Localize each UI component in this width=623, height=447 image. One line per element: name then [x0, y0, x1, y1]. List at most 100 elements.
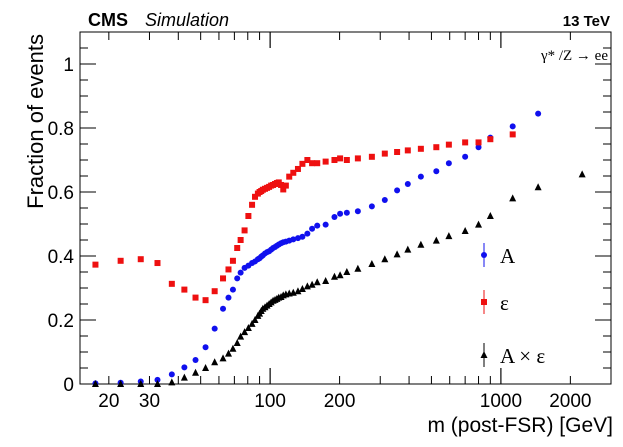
data-point	[432, 236, 440, 244]
data-point	[535, 110, 542, 117]
data-point	[202, 297, 209, 304]
x-tick-label: 2000	[549, 391, 591, 412]
data-point	[487, 136, 494, 143]
data-point	[461, 227, 469, 235]
data-point	[304, 157, 311, 163]
process-label: γ* /Z → ee	[540, 48, 608, 64]
y-tick-label: 0.6	[48, 183, 74, 204]
data-point	[244, 324, 252, 331]
data-point	[417, 145, 424, 152]
data-point	[343, 268, 351, 275]
legend-label: A × ε	[500, 344, 545, 368]
data-point	[168, 371, 175, 378]
data-point	[229, 286, 236, 293]
y-tick-label: 0.2	[48, 311, 74, 332]
data-point	[220, 275, 227, 282]
data-point	[475, 220, 483, 228]
data-point	[245, 213, 252, 219]
data-point	[433, 144, 440, 151]
data-point	[309, 225, 316, 232]
data-point	[309, 160, 316, 167]
data-point	[192, 294, 199, 301]
x-axis-label: m (post-FSR) [GeV]	[427, 414, 613, 437]
data-point	[153, 380, 161, 387]
data-point	[331, 157, 338, 163]
data-point	[578, 170, 586, 178]
data-point	[322, 276, 330, 284]
data-point	[290, 169, 297, 176]
data-point	[220, 305, 227, 312]
data-point	[322, 158, 329, 165]
data-point	[278, 181, 285, 188]
data-point	[192, 368, 200, 376]
data-point	[354, 155, 361, 162]
data-point	[299, 160, 306, 167]
data-point	[445, 160, 452, 167]
data-point	[219, 354, 227, 362]
status-label: Simulation	[145, 10, 229, 30]
data-point	[137, 256, 144, 263]
data-point	[117, 380, 125, 387]
data-point	[229, 257, 236, 264]
data-point	[322, 221, 329, 228]
data-point	[404, 181, 411, 187]
y-tick-label: 0.8	[48, 119, 74, 140]
data-point	[241, 227, 248, 234]
data-point	[394, 187, 401, 194]
data-point	[202, 344, 209, 351]
data-point	[299, 233, 306, 240]
data-point	[354, 208, 361, 215]
data-point	[168, 280, 175, 287]
data-point	[343, 157, 350, 163]
data-point	[308, 280, 316, 288]
data-point	[417, 240, 425, 248]
data-point	[417, 173, 424, 180]
data-point	[229, 344, 237, 352]
y-tick-label: 1	[63, 55, 74, 76]
data-point	[294, 287, 302, 295]
data-point	[224, 349, 232, 357]
x-tick-label: 30	[139, 391, 160, 412]
data-point	[202, 364, 210, 371]
data-point	[475, 144, 482, 151]
data-point	[298, 284, 306, 292]
data-point	[404, 245, 412, 253]
data-point	[337, 155, 344, 162]
data-point	[154, 376, 161, 383]
data-point	[381, 197, 388, 203]
data-point	[368, 203, 375, 210]
data-point	[181, 364, 188, 371]
data-point	[381, 150, 388, 157]
data-point	[290, 236, 297, 243]
data-point	[237, 332, 245, 340]
legend-marker	[480, 351, 488, 358]
data-point	[294, 165, 301, 172]
data-point	[168, 378, 176, 386]
data-point	[393, 250, 401, 258]
data-point	[137, 380, 145, 387]
y-tick-label: 0.4	[48, 247, 75, 268]
experiment-label: CMS	[88, 10, 128, 30]
data-point	[368, 153, 375, 160]
data-point	[354, 264, 362, 272]
data-point	[92, 261, 99, 268]
data-point	[445, 141, 452, 148]
data-point	[251, 316, 259, 323]
data-point	[336, 271, 344, 279]
data-point	[280, 186, 287, 193]
data-point	[337, 210, 344, 217]
data-point	[211, 325, 218, 332]
data-point	[225, 266, 232, 273]
data-point	[252, 193, 259, 200]
data-point	[180, 373, 188, 381]
data-point	[154, 260, 161, 267]
data-point	[381, 255, 389, 263]
y-tick-label: 0	[63, 375, 74, 396]
data-point	[211, 358, 219, 366]
data-point	[117, 257, 124, 264]
data-point	[433, 168, 440, 175]
data-point	[445, 232, 453, 240]
data-point	[211, 288, 218, 295]
data-point	[330, 272, 338, 280]
